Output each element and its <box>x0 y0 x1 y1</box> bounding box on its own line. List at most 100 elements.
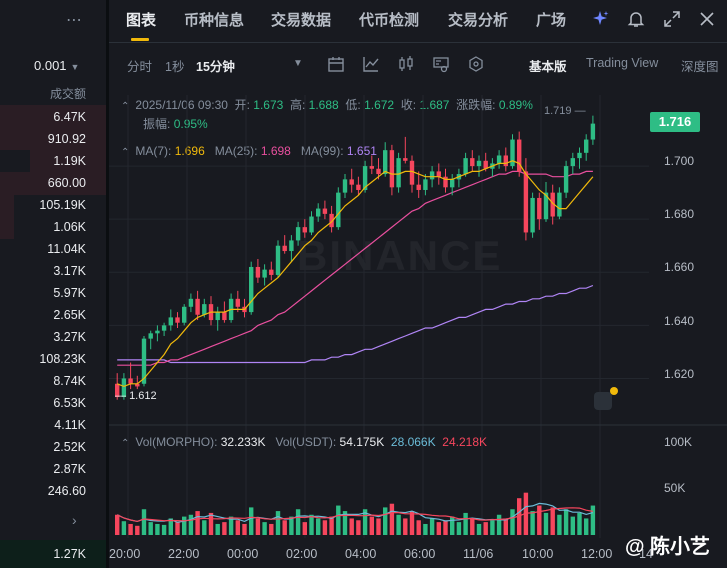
calendar-icon[interactable] <box>327 55 345 73</box>
tab-token-check[interactable]: 代币检测 <box>359 12 420 29</box>
volume-cell: 2.87K <box>53 462 86 476</box>
collapse-icon[interactable]: ⌃ <box>121 101 130 112</box>
time-tick: 14 <box>639 547 653 561</box>
volume-bar <box>577 512 582 535</box>
candle-body <box>135 383 140 387</box>
sparkle-icon[interactable] <box>592 10 610 28</box>
ma99-value: 1.651 <box>346 144 377 158</box>
view-depth[interactable]: 深度图 <box>681 60 719 74</box>
volume-bar <box>570 516 575 535</box>
collapse-icon[interactable]: ⌃ <box>121 438 130 449</box>
candle-body <box>175 317 180 323</box>
candle-body <box>362 166 368 190</box>
candle-body <box>336 192 341 228</box>
volume-bar <box>510 509 515 535</box>
volume-bar <box>584 518 589 535</box>
chevron-right-icon[interactable]: › <box>72 512 77 528</box>
candle-body <box>590 123 596 140</box>
volume-bar <box>115 514 120 535</box>
candle-body <box>262 269 267 278</box>
bell-icon[interactable] <box>627 10 645 28</box>
candle-body <box>141 338 147 384</box>
interval-time-share[interactable]: 分时 <box>127 60 153 74</box>
volume-bar <box>148 522 153 535</box>
candle-body <box>550 192 555 217</box>
candle-body <box>409 160 415 185</box>
volume-cell: 910.92 <box>47 132 86 146</box>
volume-cell: 4.11K <box>54 418 86 432</box>
volume-cell: 2.65K <box>53 308 86 322</box>
volume-cell: 5.97K <box>53 286 86 300</box>
volume-bar <box>476 523 482 535</box>
candle-body <box>530 197 535 233</box>
volume-bar <box>496 514 502 535</box>
candle-body <box>155 330 160 334</box>
view-tradingview[interactable]: Trading View <box>586 56 659 70</box>
volume-bar <box>269 523 274 535</box>
ma7-value: 1.696 <box>174 144 205 158</box>
candle-body <box>369 166 374 169</box>
ohlc-legend: ⌃ 2025/11/06 09:30 开: 1.673 高: 1.688 低: 1… <box>121 96 533 113</box>
volume-bar <box>249 507 254 535</box>
vol-ma1-value: 28.066K <box>390 435 436 449</box>
hexagon-icon[interactable] <box>467 55 485 73</box>
chart-settings-icon[interactable] <box>432 55 450 73</box>
tab-chart[interactable]: 图表 <box>126 12 157 29</box>
volume-bar <box>155 523 160 535</box>
volume-cell: 1.06K <box>53 220 86 234</box>
candle-body <box>269 269 274 275</box>
expand-icon[interactable] <box>663 10 681 28</box>
tab-bar: 图表 币种信息 交易数据 代币检测 交易分析 广场 <box>109 0 727 43</box>
close-icon[interactable] <box>698 10 716 28</box>
precision-selector[interactable]: 0.001 ▼ <box>34 58 79 73</box>
candle-body <box>322 208 328 214</box>
ma99-label: MA(99): <box>300 144 344 158</box>
open-value: 1.673 <box>253 98 284 112</box>
volume-cell: 6.53K <box>53 396 86 410</box>
candle-body <box>356 184 361 190</box>
interval-1s[interactable]: 1秒 <box>165 60 185 74</box>
volume-bar <box>590 505 596 535</box>
more-options-icon[interactable]: ⋯ <box>66 12 83 29</box>
time-tick: 11/06 <box>463 547 494 561</box>
volume-bar <box>490 520 495 535</box>
volume-bar <box>389 503 395 535</box>
tab-coin-info[interactable]: 币种信息 <box>184 12 245 29</box>
tab-trade-analysis[interactable]: 交易分析 <box>448 12 509 29</box>
candle-body <box>249 266 254 313</box>
interval-15m[interactable]: 15分钟 <box>196 60 235 74</box>
volume-bar <box>429 518 435 535</box>
tab-trade-data[interactable]: 交易数据 <box>271 12 332 29</box>
candle-body <box>403 158 408 161</box>
tab-square[interactable]: 广场 <box>536 12 567 29</box>
interval-dropdown-icon[interactable]: ▼ <box>293 58 303 69</box>
volume-bar <box>376 518 381 535</box>
candle-body <box>463 158 468 175</box>
volume-cell: 105.19K <box>39 198 86 212</box>
trade-volume-panel: ⋯ 0.001 ▼ 成交额 6.47K 910.92 1.19K 660.00 105.1… <box>0 0 106 568</box>
collapse-icon[interactable]: ⌃ <box>121 147 130 158</box>
volume-cell: 6.47K <box>53 110 86 124</box>
candle-body <box>342 179 348 193</box>
binance-watermark: BINANCE <box>297 232 503 279</box>
volume-bar <box>409 511 415 535</box>
time-tick: 02:00 <box>286 547 318 561</box>
candle-body <box>443 176 448 188</box>
high-marker: 1.719 — <box>544 105 586 117</box>
indicator-icon[interactable] <box>362 55 380 73</box>
volume-bar <box>456 522 462 535</box>
volume-bar <box>128 523 133 535</box>
time-tick: 10:00 <box>522 547 554 561</box>
candle-body <box>396 158 401 188</box>
candle-body <box>570 158 575 167</box>
candle-style-icon[interactable] <box>397 55 415 73</box>
candlestick-chart <box>109 95 727 538</box>
candle-body <box>436 171 441 177</box>
volume-ma-line <box>116 507 594 523</box>
countdown-badge[interactable] <box>594 392 612 410</box>
volume-bar <box>443 520 448 535</box>
volume-bar <box>356 520 361 535</box>
precision-value: 0.001 <box>34 58 67 73</box>
view-basic[interactable]: 基本版 <box>529 60 567 74</box>
candle-body <box>557 192 562 217</box>
